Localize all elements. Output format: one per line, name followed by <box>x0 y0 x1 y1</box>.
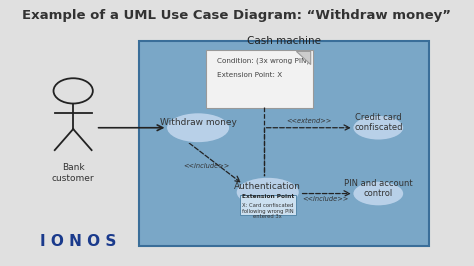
FancyBboxPatch shape <box>240 195 296 215</box>
Text: Example of a UML Use Case Diagram: “Withdraw money”: Example of a UML Use Case Diagram: “With… <box>22 9 452 22</box>
Text: Authentication: Authentication <box>234 182 301 192</box>
Text: Condition: (3x wrong PIN)

Extension Point: X: Condition: (3x wrong PIN) Extension Poin… <box>217 58 309 78</box>
Polygon shape <box>296 51 311 65</box>
FancyBboxPatch shape <box>206 50 313 108</box>
Text: <<include>>: <<include>> <box>183 163 229 169</box>
Text: <<extend>>: <<extend>> <box>286 118 331 124</box>
Text: Cash machine: Cash machine <box>247 36 321 45</box>
Text: I O N O S: I O N O S <box>40 234 117 249</box>
Text: X: Card confiscated
following wrong PIN
entered 3x: X: Card confiscated following wrong PIN … <box>242 203 293 219</box>
Ellipse shape <box>353 181 404 206</box>
Text: PIN and account
control: PIN and account control <box>344 178 412 198</box>
Ellipse shape <box>236 177 300 207</box>
Ellipse shape <box>166 113 230 143</box>
Text: Extension Point: Extension Point <box>242 194 294 199</box>
FancyBboxPatch shape <box>139 41 429 246</box>
Ellipse shape <box>353 115 404 140</box>
Text: <<include>>: <<include>> <box>302 196 348 202</box>
Text: Bank
customer: Bank customer <box>52 163 94 183</box>
Text: Withdraw money: Withdraw money <box>160 118 237 127</box>
Text: Credit card
confiscated: Credit card confiscated <box>354 113 402 132</box>
